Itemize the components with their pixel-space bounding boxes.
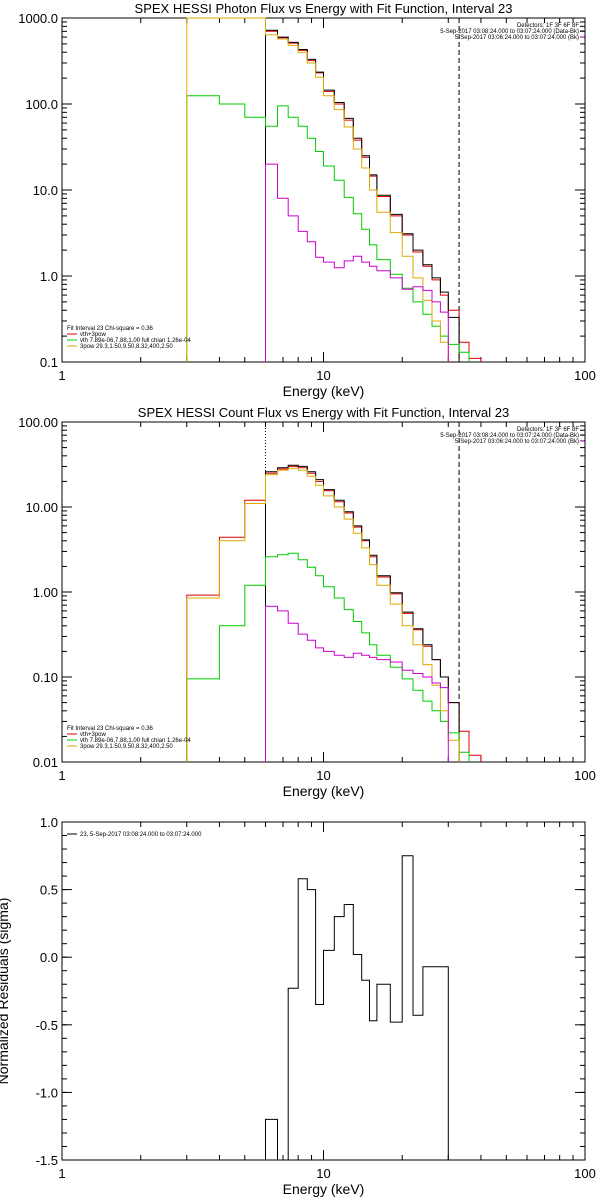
- x-tick-label: 1: [58, 768, 65, 783]
- legend-entry: Fit Interval 23 Chi-square = 0.36: [67, 326, 154, 332]
- x-tick-label: 1: [58, 368, 65, 383]
- legend-entry: 3pow 29.3,1.50,9.50,8.32,400,2.50: [80, 344, 173, 350]
- chart-panel-1: SPEX HESSI Photon Flux vs Energy with Fi…: [18, 1, 596, 399]
- header-text: Detectors: 1F 3F 6F 8F: [517, 23, 579, 29]
- y-tick-label: 1.00: [33, 585, 58, 600]
- header-text: Detectors: 1F 3F 6F 8F: [517, 427, 579, 433]
- y-tick-label: 0.0: [40, 950, 58, 965]
- legend-entry: vth+3pow: [80, 732, 107, 738]
- header-text: 5-Sep-2017 03:08:24.000 to 03:07:24.000 …: [440, 433, 579, 439]
- series-data-histogram: [265, 29, 460, 362]
- legend-entry: 3pow 29.3,1.50,9.50,8.32,400,2.50: [80, 744, 173, 750]
- x-tick-label: 10: [316, 768, 330, 783]
- legend-entry: vth 7.89e-06,7.88,1.00 full chian 1.26e-…: [80, 338, 191, 344]
- x-tick-label: 100: [574, 768, 596, 783]
- series-vth-histogram: [186, 552, 470, 762]
- legend-entry: vth+3pow: [80, 332, 107, 338]
- legend-entry: Fit Interval 23 Chi-square = 0.36: [67, 726, 154, 732]
- chart-title: SPEX HESSI Photon Flux vs Energy with Fi…: [135, 1, 513, 16]
- x-axis-label: Energy (keV): [283, 383, 365, 399]
- series-bk-histogram: [265, 163, 449, 362]
- header-text: 5-Sep-2017 03:08:24.000 to 03:07:24.000 …: [440, 29, 579, 35]
- chart-panel-2: SPEX HESSI Count Flux vs Energy with Fit…: [18, 405, 596, 799]
- y-tick-label: 10.0: [33, 183, 58, 198]
- y-tick-label: 0.1: [40, 355, 58, 370]
- x-axis-label: Energy (keV): [283, 1181, 365, 1197]
- y-axis-label: Normalized Residuals (sigma): [0, 898, 11, 1085]
- header-text: 5-Sep-2017 03:06:24.000 to 03:07:24.000 …: [455, 439, 579, 445]
- y-tick-label: 1.0: [40, 815, 58, 830]
- y-tick-label: 10.00: [25, 500, 58, 515]
- chart-panel-3: 1 10 100 -1.5 -1.0 -0.5 0.0 0.5 1.0 Energy (keV) N…: [0, 815, 596, 1197]
- series-data-histogram: [265, 855, 460, 1161]
- y-tick-label: -0.5: [36, 1018, 58, 1033]
- x-tick-label: 1: [58, 1166, 65, 1181]
- x-tick-label: 100: [574, 1166, 596, 1181]
- header-text: 5-Sep-2017 03:06:24.000 to 03:07:24.000 …: [455, 35, 579, 41]
- y-tick-label: 0.5: [40, 883, 58, 898]
- y-tick-label: 100.0: [25, 97, 58, 112]
- x-tick-label: 10: [316, 368, 330, 383]
- x-axis-label: Energy (keV): [283, 783, 365, 799]
- series-data-histogram: [265, 464, 460, 762]
- y-tick-label: 100.00: [18, 415, 58, 430]
- y-tick-label: 0.01: [33, 755, 58, 770]
- series-pow-histogram: [186, 467, 460, 762]
- series-bk-histogram: [265, 605, 449, 762]
- y-tick-label: 0.10: [33, 670, 58, 685]
- legend-entry: vth 7.89e-06,7.88,1.00 full chian 1.26e-…: [80, 738, 191, 744]
- series-pow-histogram: [186, 17, 449, 362]
- plot-frame: [61, 17, 586, 363]
- y-tick-label: 1000.0: [18, 11, 58, 26]
- x-tick-label: 10: [316, 1166, 330, 1181]
- series-total-histogram: [186, 465, 482, 762]
- y-tick-label: 1.0: [40, 269, 58, 284]
- legend-entry: 23, 5-Sep-2017 03:08:24.000 to 03:07:24.…: [80, 832, 202, 838]
- plot-frame: [61, 421, 586, 763]
- y-tick-label: -1.0: [36, 1085, 58, 1100]
- series-vth-histogram: [186, 95, 470, 362]
- y-tick-label: -1.5: [36, 1153, 58, 1168]
- x-tick-label: 100: [574, 368, 596, 383]
- chart-title: SPEX HESSI Count Flux vs Energy with Fit…: [138, 405, 509, 420]
